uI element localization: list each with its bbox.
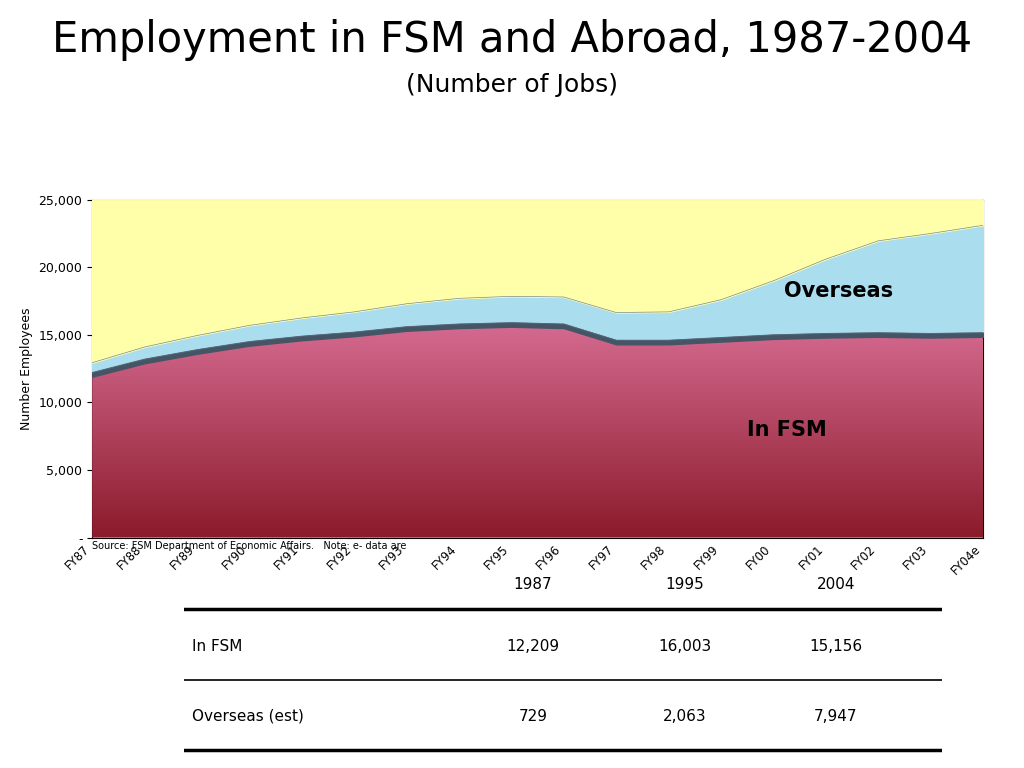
Text: Source: FSM Department of Economic Affairs.   Note: e- data are: Source: FSM Department of Economic Affai… [92,541,407,551]
Text: 12,209: 12,209 [506,639,559,654]
Text: In FSM: In FSM [748,420,827,440]
Text: Overseas: Overseas [784,281,893,301]
Text: 16,003: 16,003 [657,639,711,654]
Text: 7,947: 7,947 [814,709,858,724]
Text: (Number of Jobs): (Number of Jobs) [406,73,618,97]
Text: Overseas (est): Overseas (est) [191,709,304,724]
Text: 2,063: 2,063 [663,709,707,724]
Text: 15,156: 15,156 [809,639,862,654]
Text: 2004: 2004 [817,577,855,592]
Text: In FSM: In FSM [191,639,243,654]
Y-axis label: Number Employees: Number Employees [20,307,33,430]
Text: 1987: 1987 [514,577,552,592]
Text: 1995: 1995 [665,577,703,592]
Text: Employment in FSM and Abroad, 1987-2004: Employment in FSM and Abroad, 1987-2004 [52,19,972,61]
Text: 729: 729 [518,709,548,724]
